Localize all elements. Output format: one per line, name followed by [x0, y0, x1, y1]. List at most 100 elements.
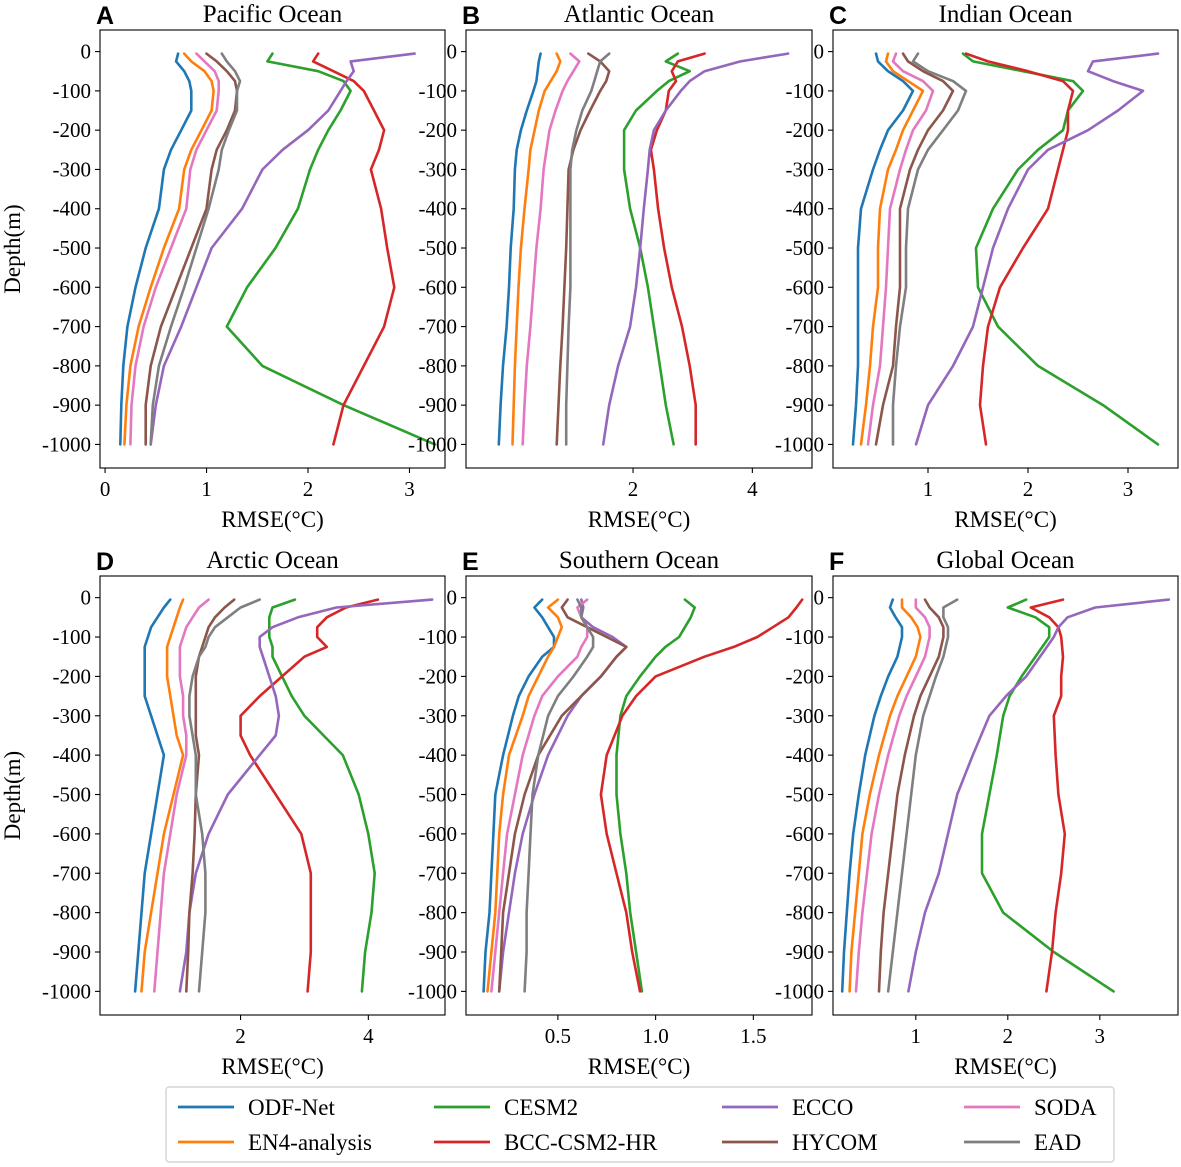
series-line-bcc-csm2-hr: [964, 52, 1075, 446]
series-line-cesm2: [267, 598, 377, 993]
plot-area: [497, 52, 790, 446]
panel-title: Atlantic Ocean: [564, 1, 715, 28]
y-tick-label: -900: [786, 393, 825, 417]
panel-letter: D: [96, 548, 114, 576]
y-tick-label: -600: [53, 822, 92, 846]
y-tick-label: -900: [53, 940, 92, 964]
y-tick-label: -900: [53, 393, 92, 417]
y-tick-label: -1000: [775, 979, 824, 1003]
x-tick-label: 2: [1003, 1024, 1014, 1048]
panel-title: Pacific Ocean: [203, 1, 343, 28]
x-axis-label: RMSE(°C): [221, 507, 324, 532]
y-tick-label: -300: [786, 704, 825, 728]
series-line-hycom: [144, 52, 239, 446]
y-tick-label: 0: [814, 586, 825, 610]
y-tick-label: -900: [786, 940, 825, 964]
series-line-soda: [854, 598, 931, 993]
panel-c: 0 -100 -200 -300 -400 -500 -600 -700 -800 -900 -10…: [775, 1, 1179, 532]
y-tick-label: 0: [81, 586, 92, 610]
plot-area: [133, 598, 434, 993]
series-line-odf-net: [119, 52, 193, 446]
panel-title: Indian Ocean: [939, 1, 1073, 28]
axes-frame: [99, 575, 446, 1016]
y-tick-label: -400: [53, 197, 92, 221]
axes-frame: [832, 29, 1179, 469]
x-tick-label: 2: [628, 477, 639, 501]
series-line-hycom: [185, 598, 236, 993]
series-line-cesm2: [225, 52, 437, 446]
y-tick-label: -100: [419, 79, 458, 103]
y-tick-label: -200: [419, 118, 458, 142]
y-tick-label: -500: [786, 783, 825, 807]
y-tick-label: -500: [786, 236, 825, 260]
y-tick-label: -900: [419, 393, 458, 417]
y-tick-label: -600: [786, 822, 825, 846]
panel-title: Southern Ocean: [559, 547, 720, 574]
legend-item-bcc-csm2-hr: BCC-CSM2-HR: [434, 1130, 658, 1155]
y-tick-label: -1000: [42, 979, 91, 1003]
y-tick-label: -700: [53, 861, 92, 885]
legend-frame: [165, 1086, 1115, 1163]
y-tick-label: -600: [53, 275, 92, 299]
series-line-cesm2: [622, 52, 692, 446]
y-tick-label: -400: [786, 743, 825, 767]
axes-frame: [832, 575, 1179, 1016]
axes-frame: [465, 575, 813, 1016]
y-tick-label: -500: [53, 236, 92, 260]
axes-frame: [99, 29, 446, 469]
series-line-ead: [149, 52, 242, 446]
y-tick-label: -500: [419, 236, 458, 260]
series-line-ecco: [497, 598, 628, 993]
series-line-soda: [129, 52, 220, 446]
x-tick-label: 3: [404, 477, 415, 501]
panel-d: 0 -100 -200 -300 -400 -500 -600 -700 -800 -900 -10…: [0, 547, 446, 1079]
series-line-odf-net: [840, 598, 904, 993]
y-tick-label: -400: [419, 743, 458, 767]
legend-item-ead: EAD: [964, 1130, 1081, 1155]
legend-label: ECCO: [792, 1095, 853, 1120]
x-tick-label: 1.0: [642, 1024, 668, 1048]
series-line-bcc-csm2-hr: [599, 598, 804, 993]
legend-label: EAD: [1034, 1130, 1081, 1155]
y-tick-label: -700: [419, 315, 458, 339]
legend-item-soda: SODA: [964, 1095, 1097, 1120]
series-line-en4-analysis: [511, 52, 562, 446]
panel-letter: B: [462, 2, 480, 30]
series-line-ead: [564, 52, 611, 446]
x-tick-label: 3: [1123, 477, 1134, 501]
legend-item-hycom: HYCOM: [722, 1130, 878, 1155]
series-line-ecco: [149, 52, 416, 446]
series-line-hycom: [497, 598, 628, 993]
y-tick-label: -600: [786, 275, 825, 299]
x-tick-label: 4: [747, 477, 758, 501]
x-tick-label: 0.5: [545, 1024, 571, 1048]
y-tick-label: -200: [53, 664, 92, 688]
y-tick-label: -900: [419, 940, 458, 964]
panel-title: Global Ocean: [936, 547, 1075, 574]
panel-b: 0 -100 -200 -300 -400 -500 -600 -700 -800 -900 -10…: [408, 1, 813, 532]
x-tick-label: 3: [1095, 1024, 1106, 1048]
series-line-ead: [523, 598, 595, 993]
y-tick-label: -100: [53, 79, 92, 103]
x-tick-label: 2: [303, 477, 314, 501]
y-tick-label: -800: [786, 901, 825, 925]
series-line-ead: [886, 598, 959, 993]
panel-title: Arctic Ocean: [206, 547, 339, 574]
y-tick-label: -200: [786, 118, 825, 142]
y-tick-label: -700: [419, 861, 458, 885]
y-tick-label: -100: [786, 625, 825, 649]
y-axis-label: Depth(m): [0, 751, 25, 840]
plot-area: [840, 598, 1171, 993]
series-line-en4-analysis: [859, 52, 925, 446]
x-axis-label: RMSE(°C): [954, 507, 1057, 532]
y-tick-label: -700: [786, 315, 825, 339]
panel-f: 0 -100 -200 -300 -400 -500 -600 -700 -800 -900 -10…: [775, 547, 1179, 1079]
series-line-en4-analysis: [486, 598, 564, 993]
plot-area: [482, 598, 804, 993]
x-tick-label: 0: [100, 477, 111, 501]
panel-letter: C: [829, 2, 847, 30]
x-axis-label: RMSE(°C): [588, 1054, 691, 1079]
y-tick-label: -1000: [775, 432, 824, 456]
series-line-soda: [521, 52, 581, 446]
